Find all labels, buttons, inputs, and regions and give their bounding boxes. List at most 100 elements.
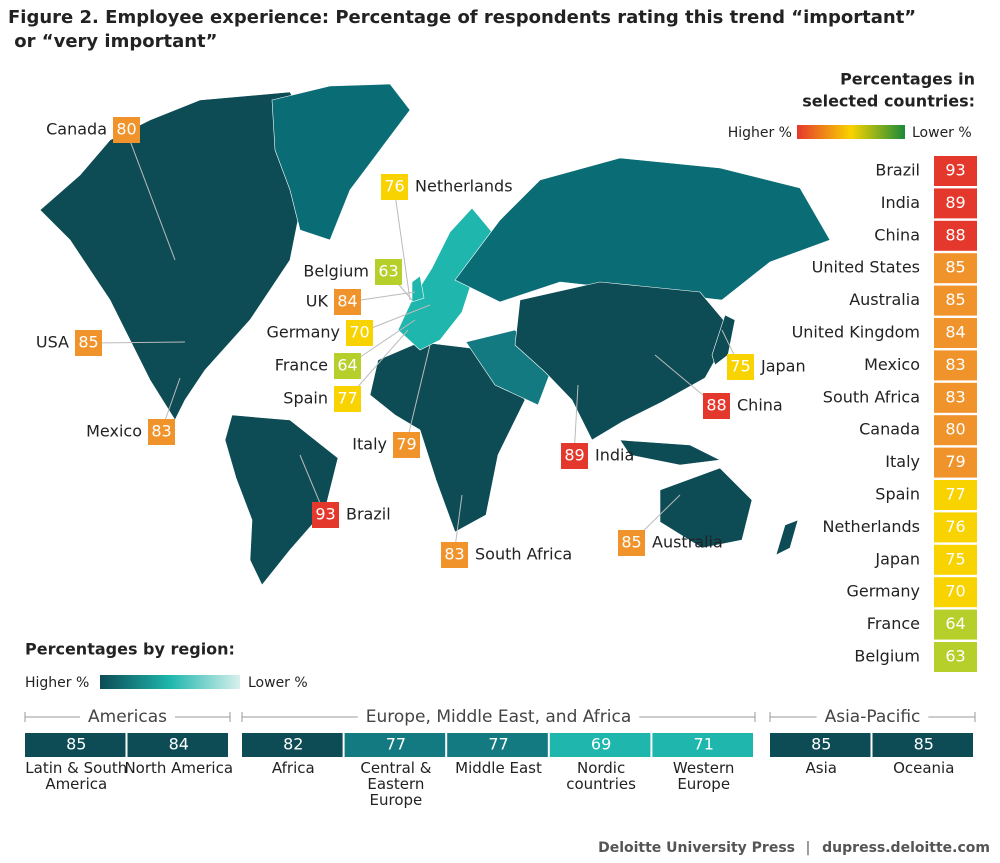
asia xyxy=(514,281,733,441)
south-america xyxy=(224,414,339,586)
map-value: 83 xyxy=(444,545,464,564)
country-box xyxy=(934,285,977,316)
country-name: Mexico xyxy=(864,355,920,374)
country-box xyxy=(934,318,977,348)
map-value-box xyxy=(148,419,175,445)
country-name: United States xyxy=(812,258,920,277)
leader-line xyxy=(125,129,176,261)
map-country: USA xyxy=(36,333,69,352)
leader-line xyxy=(405,344,431,446)
map-value: 64 xyxy=(337,356,357,375)
country-box xyxy=(934,577,977,608)
map-value: 70 xyxy=(349,323,369,342)
map-country: UK xyxy=(306,292,329,311)
country-box xyxy=(934,415,977,446)
map-country: Brazil xyxy=(346,505,391,524)
country-name: Italy xyxy=(885,452,920,471)
map-country: Belgium xyxy=(303,262,369,281)
region-value: 77 xyxy=(386,735,406,754)
region-bar xyxy=(770,733,871,757)
country-value: 85 xyxy=(945,290,965,309)
region-group: Americas xyxy=(88,707,167,727)
world-map xyxy=(39,83,831,586)
japan xyxy=(711,314,736,366)
region-bar xyxy=(25,733,126,757)
country-box xyxy=(934,609,977,640)
region-bar xyxy=(652,733,753,757)
region-bar xyxy=(447,733,548,757)
region-value: 82 xyxy=(283,735,303,754)
map-value: 89 xyxy=(564,446,584,465)
region-group: Asia-Pacific xyxy=(825,707,921,727)
map-value-box xyxy=(381,174,408,200)
region-bar xyxy=(242,733,343,757)
region-value: 84 xyxy=(169,735,189,754)
region-name: Latin & South America xyxy=(25,759,128,793)
map-value: 80 xyxy=(116,120,136,139)
map-value: 75 xyxy=(730,357,750,376)
map-value-box xyxy=(113,117,140,143)
region-bar xyxy=(344,733,446,757)
map-value-box xyxy=(441,542,468,568)
country-name: Japan xyxy=(874,549,920,568)
country-value: 70 xyxy=(945,582,965,601)
region-value: 85 xyxy=(66,735,86,754)
country-name: Canada xyxy=(859,420,920,439)
labels: Brazil 93 India 89 China 88 United States 85 Aus… xyxy=(24,117,977,757)
map-country: Japan xyxy=(760,357,806,376)
map-value: 84 xyxy=(337,292,357,311)
heading: Percentages by region: xyxy=(25,640,235,659)
map-value-box xyxy=(334,289,361,315)
map-value: 63 xyxy=(378,262,398,281)
country-value: 63 xyxy=(945,647,965,666)
country-value: 64 xyxy=(945,614,965,633)
region-bar xyxy=(549,733,651,757)
russia xyxy=(454,157,831,303)
country-box xyxy=(934,382,977,413)
map-value-box xyxy=(334,386,361,412)
map-country: Canada xyxy=(46,120,107,139)
region-name: Middle East xyxy=(455,759,542,777)
country-value: 77 xyxy=(945,485,965,504)
region-name: Oceania xyxy=(893,759,955,777)
country-value: 85 xyxy=(945,258,965,277)
map-country: Italy xyxy=(352,435,387,454)
map-value-box xyxy=(346,320,373,346)
map-value-box xyxy=(375,259,402,285)
title: or “very important” xyxy=(8,31,217,52)
region-gradient xyxy=(100,675,240,689)
country-name: Netherlands xyxy=(822,517,920,536)
region-name: Asia xyxy=(805,759,837,777)
greenland xyxy=(271,83,411,241)
region-group: Europe, Middle East, and Africa xyxy=(366,707,632,727)
region-value: 69 xyxy=(591,735,611,754)
country-gradient xyxy=(797,125,905,139)
country-box xyxy=(934,512,977,543)
country-box xyxy=(934,350,977,381)
map-value: 77 xyxy=(337,389,357,408)
legend-label: Higher % xyxy=(25,675,89,691)
country-name: South Africa xyxy=(823,387,920,406)
map-value-box xyxy=(727,354,754,380)
publisher: Deloitte University Press xyxy=(598,840,795,856)
legend-label: Lower % xyxy=(912,125,972,141)
country-value: 79 xyxy=(945,452,965,471)
country-value: 88 xyxy=(945,225,965,244)
country-box xyxy=(934,220,977,251)
region-value: 85 xyxy=(914,735,934,754)
country-name: India xyxy=(881,193,920,212)
region-name: Nordic countries xyxy=(566,759,636,793)
region-name: Africa xyxy=(271,759,315,777)
map-country: Netherlands xyxy=(415,177,513,196)
map-value-box xyxy=(393,432,420,458)
map-value: 83 xyxy=(151,422,171,441)
separator: | xyxy=(806,840,811,856)
australia xyxy=(659,467,753,549)
country-name: Australia xyxy=(849,290,920,309)
country-value: 76 xyxy=(945,517,965,536)
country-box xyxy=(934,156,977,186)
country-name: Spain xyxy=(875,485,920,504)
map-value-box xyxy=(561,443,588,469)
